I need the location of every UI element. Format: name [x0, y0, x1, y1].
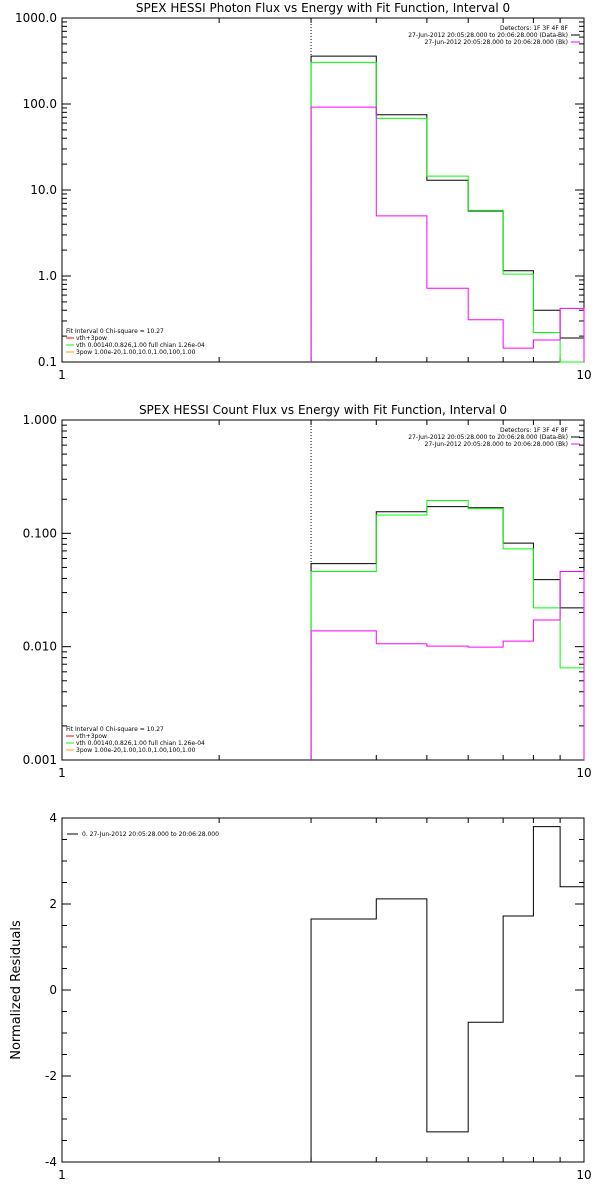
- fit-legend-text-1: vth 0.00140,0.826,1.00 full chian 1.26e-…: [76, 740, 205, 747]
- y-tick-label-0: 10.0: [30, 183, 57, 197]
- fit-legend-text-0: 3pow 1.00e-20,1.00,10.0,1.00,100,1.00: [76, 349, 196, 356]
- legend-text-1: 27-Jun-2012 20:05:28.000 to 20:06:28.000…: [425, 441, 568, 448]
- y-tick-label-1: 0.100: [23, 526, 57, 540]
- y-axis-label-2: Normalized Residuals: [9, 920, 24, 1060]
- y-tick-label-1: 1.000: [23, 413, 57, 427]
- x-tick-label-1: 1: [58, 766, 66, 780]
- chart-title-1: SPEX HESSI Count Flux vs Energy with Fit…: [139, 403, 507, 417]
- legend-text-0: 27-Jun-2012 20:05:28.000 to 20:06:28.000…: [425, 39, 568, 46]
- plot-frame-0: [62, 18, 584, 362]
- series-step-line-1-2: [311, 572, 584, 760]
- legend-text-1: 27-Jun-2012 20:05:28.000 to 20:06:28.000…: [408, 434, 568, 441]
- y-tick-label-2: -4: [45, 1155, 57, 1169]
- legend-text-0: 27-Jun-2012 20:05:28.000 to 20:06:28.000…: [408, 32, 568, 39]
- fit-legend-text-0: vth 0.00140,0.826,1.00 full chian 1.26e-…: [76, 342, 205, 349]
- series-step-line-1-1: [311, 500, 584, 760]
- y-tick-label-1: 0.010: [23, 640, 57, 654]
- x-tick-label-0: 1: [58, 368, 66, 382]
- chart-title-0: SPEX HESSI Photon Flux vs Energy with Fi…: [136, 1, 510, 15]
- y-tick-label-0: 1.0: [38, 269, 57, 283]
- y-tick-label-2: 2: [49, 897, 57, 911]
- y-tick-label-0: 1000.0: [15, 11, 57, 25]
- fit-legend-text-1: 3pow 1.00e-20,1.00,10.0,1.00,100,1.00: [76, 747, 196, 754]
- y-tick-label-2: -2: [45, 1069, 57, 1083]
- legend-text-0: Detectors: 1F 3F 4F 8F: [500, 25, 569, 32]
- fit-legend-text-1: vth+3pow: [76, 733, 107, 740]
- legend-text-1: Detectors: 1F 3F 4F 8F: [500, 427, 569, 434]
- series-step-line-1-0: [311, 507, 584, 760]
- fit-legend-text-1: Fit Interval 0 Chi-square = 10.27: [66, 726, 164, 733]
- x-tick-label-0: 10: [576, 368, 591, 382]
- y-tick-label-2: 0: [49, 983, 57, 997]
- plot-frame-1: [62, 420, 584, 760]
- x-tick-label-2: 1: [58, 1168, 66, 1182]
- x-tick-label-1: 10: [576, 766, 591, 780]
- x-tick-label-2: 10: [576, 1168, 591, 1182]
- y-tick-label-0: 100.0: [23, 97, 57, 111]
- fit-legend-text-0: Fit Interval 0 Chi-square = 10.27: [66, 328, 164, 335]
- y-tick-label-1: 0.001: [23, 753, 57, 767]
- plot-frame-2: [62, 818, 584, 1162]
- series-step-line-0-0: [311, 56, 584, 362]
- legend-text-2: 0. 27-Jun-2012 20:05:28.000 to 20:06:28.…: [82, 831, 219, 838]
- series-step-line-0-2: [311, 107, 584, 362]
- series-step-line-2-0: [311, 827, 584, 1162]
- y-tick-label-2: 4: [49, 811, 57, 825]
- y-tick-label-0: 0.1: [38, 355, 57, 369]
- fit-legend-text-0: vth+3pow: [76, 335, 107, 342]
